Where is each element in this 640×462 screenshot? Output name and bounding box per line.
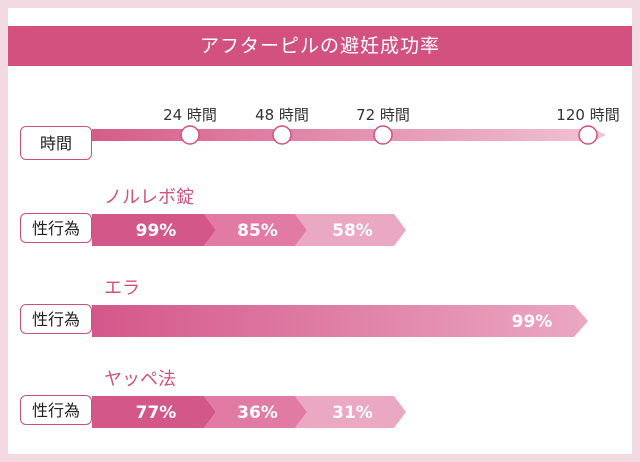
segment-yuzpe-0 (92, 396, 216, 428)
chart-panel: アフターピルの避妊成功率 24 時間 48 時間 72 時間 120 時間 時間… (8, 8, 632, 454)
timeline-marker-1 (272, 125, 292, 145)
segment-norlevo-1 (204, 214, 307, 246)
chart-svg: 99% 85% 58% 99% 77% 36% 31% (92, 125, 606, 428)
timeline-bar (92, 129, 606, 141)
segment-norlevo-0 (92, 214, 216, 246)
value-label-yuzpe-1: 36% (237, 403, 278, 423)
value-label-norlevo-2: 58% (332, 221, 373, 241)
row-label-yuzpe: 性行為 (20, 395, 92, 425)
tick-label-120h: 120 時間 (556, 106, 620, 124)
tick-label-24h: 24 時間 (163, 106, 217, 124)
segment-norlevo-2 (295, 214, 406, 246)
timeline-marker-0 (180, 125, 200, 145)
tick-label-48h: 48 時間 (255, 106, 309, 124)
value-label-norlevo-1: 85% (237, 221, 278, 241)
value-label-yuzpe-2: 31% (332, 403, 373, 423)
timeline-marker-3 (578, 125, 598, 145)
value-label-norlevo-0: 99% (136, 221, 177, 241)
row-label-norlevo: 性行為 (20, 213, 92, 243)
chart-title: アフターピルの避妊成功率 (8, 26, 632, 66)
row-label-ella: 性行為 (20, 304, 92, 334)
timeline-label: 時間 (20, 126, 92, 160)
series-name-ella: エラ (104, 278, 140, 299)
segment-yuzpe-2 (295, 396, 406, 428)
tick-label-72h: 72 時間 (356, 106, 410, 124)
timeline-marker-2 (373, 125, 393, 145)
segment-ella-0 (92, 305, 588, 337)
series-name-yuzpe: ヤッペ法 (104, 369, 176, 390)
segment-yuzpe-1 (204, 396, 307, 428)
value-label-yuzpe-0: 77% (136, 403, 177, 423)
value-label-ella-0: 99% (512, 312, 553, 332)
series-name-norlevo: ノルレボ錠 (104, 187, 194, 208)
